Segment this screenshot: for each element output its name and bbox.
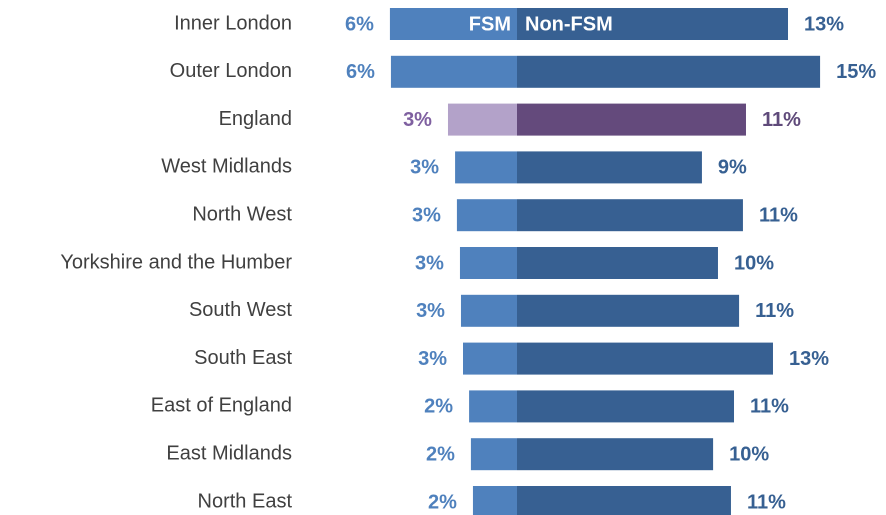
value-label: 3% xyxy=(410,157,439,179)
bar-fsm xyxy=(472,486,517,515)
category-label: West Midlands xyxy=(161,156,292,178)
category-label: Outer London xyxy=(170,60,292,82)
value-label: 3% xyxy=(418,348,447,370)
category-label: Yorkshire and the Humber xyxy=(60,251,292,273)
bar-fsm xyxy=(459,247,517,279)
value-label: 11% xyxy=(762,109,801,131)
category-label: North East xyxy=(198,490,293,512)
legend-label: Non-FSM xyxy=(525,13,613,35)
category-label: England xyxy=(219,108,292,130)
bar-fsm xyxy=(456,199,517,232)
value-label: 13% xyxy=(804,13,844,35)
bar-non-fsm xyxy=(517,486,731,515)
bar-fsm xyxy=(463,342,517,375)
category-label: North West xyxy=(192,203,292,225)
bar-non-fsm xyxy=(517,342,773,375)
bar-non-fsm xyxy=(517,438,714,471)
value-label: 10% xyxy=(729,443,769,465)
value-label: 3% xyxy=(403,109,432,131)
value-label: 15% xyxy=(836,61,876,83)
category-label: East of England xyxy=(151,395,292,417)
bar-fsm xyxy=(460,294,517,327)
bar-non-fsm xyxy=(517,55,821,88)
value-label: 10% xyxy=(734,252,774,274)
legend-label: FSM xyxy=(469,13,511,35)
value-label: 11% xyxy=(747,491,786,513)
bar-non-fsm xyxy=(517,103,746,136)
bar-fsm xyxy=(447,103,517,136)
bar-fsm xyxy=(469,390,517,423)
value-label: 6% xyxy=(346,61,375,83)
bar-fsm xyxy=(389,8,517,40)
bar-non-fsm xyxy=(517,247,718,279)
bar-fsm xyxy=(390,55,517,88)
value-label: 2% xyxy=(426,443,455,465)
category-label: Inner London xyxy=(174,12,292,34)
bar-non-fsm xyxy=(517,8,789,40)
value-label: 11% xyxy=(755,300,794,322)
value-label: 11% xyxy=(759,204,798,226)
category-label: East Midlands xyxy=(166,442,292,464)
value-label: 2% xyxy=(424,396,453,418)
value-label: 9% xyxy=(718,157,747,179)
value-label: 6% xyxy=(345,13,374,35)
bar-fsm xyxy=(455,151,517,184)
bar-non-fsm xyxy=(517,390,735,423)
value-label: 3% xyxy=(415,252,444,274)
bar-non-fsm xyxy=(517,199,743,232)
bar-non-fsm xyxy=(517,294,740,327)
bar-fsm xyxy=(470,438,517,471)
value-label: 3% xyxy=(416,300,445,322)
value-label: 11% xyxy=(750,396,789,418)
bar-non-fsm xyxy=(517,151,702,184)
value-label: 13% xyxy=(789,348,829,370)
value-label: 2% xyxy=(428,491,457,513)
category-label: South West xyxy=(189,299,292,321)
value-label: 3% xyxy=(412,204,441,226)
category-label: South East xyxy=(194,347,292,369)
